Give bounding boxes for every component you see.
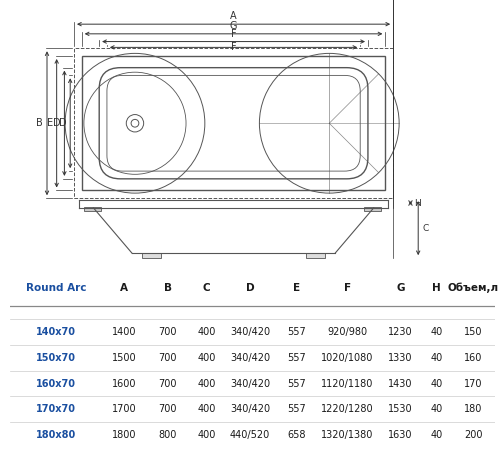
Text: 1220/1280: 1220/1280 [321,405,374,414]
Text: 160x70: 160x70 [36,378,76,389]
Text: D: D [58,118,66,128]
Text: 40: 40 [430,327,443,337]
Text: 340/420: 340/420 [230,405,270,414]
Text: 170: 170 [464,378,482,389]
Text: F: F [231,29,236,39]
Text: 400: 400 [197,405,216,414]
Text: 150: 150 [464,327,482,337]
Text: C: C [422,224,428,233]
Text: 800: 800 [158,430,177,440]
Text: 400: 400 [197,327,216,337]
Text: 170x70: 170x70 [36,405,76,414]
Bar [74,48,393,198]
Text: 200: 200 [464,430,482,440]
Text: 1400: 1400 [112,327,136,337]
Text: D: D [53,118,60,128]
Text: 150x70: 150x70 [36,353,76,363]
Text: G: G [396,283,404,293]
Text: 1230: 1230 [388,327,412,337]
Text: H: H [414,198,421,207]
Text: E: E [292,283,300,293]
Text: 557: 557 [287,378,306,389]
Text: 340/420: 340/420 [230,327,270,337]
Text: B: B [164,283,172,293]
Text: 40: 40 [430,405,443,414]
Text: 1320/1380: 1320/1380 [321,430,374,440]
Text: 40: 40 [430,430,443,440]
Text: 700: 700 [158,327,177,337]
Text: B: B [36,118,43,128]
Text: 1500: 1500 [112,353,136,363]
Text: 700: 700 [158,353,177,363]
Bar [142,253,161,258]
Text: C: C [202,283,210,293]
Text: 400: 400 [197,430,216,440]
Text: G: G [230,21,237,31]
Text: Объем,л: Объем,л [448,283,498,293]
Text: 180: 180 [464,405,482,414]
Text: 140x70: 140x70 [36,327,76,337]
Text: 1120/1180: 1120/1180 [321,378,374,389]
Text: A: A [230,11,237,21]
Bar [306,253,326,258]
Text: H: H [432,283,441,293]
Text: 557: 557 [287,405,306,414]
Text: 1800: 1800 [112,430,136,440]
Text: 400: 400 [197,378,216,389]
Text: 557: 557 [287,353,306,363]
Text: D: D [246,283,254,293]
Text: A: A [120,283,128,293]
Text: 160: 160 [464,353,482,363]
Text: 340/420: 340/420 [230,378,270,389]
Bar [364,207,382,211]
Text: 180x80: 180x80 [36,430,76,440]
Text: 440/520: 440/520 [230,430,270,440]
Text: 658: 658 [287,430,306,440]
Text: 340/420: 340/420 [230,353,270,363]
Text: 700: 700 [158,405,177,414]
Text: 400: 400 [197,353,216,363]
Text: Round Arc: Round Arc [26,283,86,293]
Bar [82,56,386,190]
Text: 700: 700 [158,378,177,389]
Text: 1020/1080: 1020/1080 [321,353,374,363]
Text: 557: 557 [287,327,306,337]
Text: 1630: 1630 [388,430,412,440]
Text: 1700: 1700 [112,405,136,414]
Text: 1530: 1530 [388,405,412,414]
Text: 40: 40 [430,378,443,389]
Text: E: E [46,118,53,128]
Bar [84,207,101,211]
Text: 1330: 1330 [388,353,412,363]
Text: 1600: 1600 [112,378,136,389]
Text: 40: 40 [430,353,443,363]
Text: 1430: 1430 [388,378,412,389]
Text: F: F [344,283,350,293]
Text: 920/980: 920/980 [327,327,367,337]
Text: F: F [231,42,236,52]
